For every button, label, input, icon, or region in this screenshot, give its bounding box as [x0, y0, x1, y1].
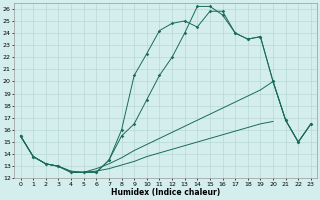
X-axis label: Humidex (Indice chaleur): Humidex (Indice chaleur) — [111, 188, 220, 197]
